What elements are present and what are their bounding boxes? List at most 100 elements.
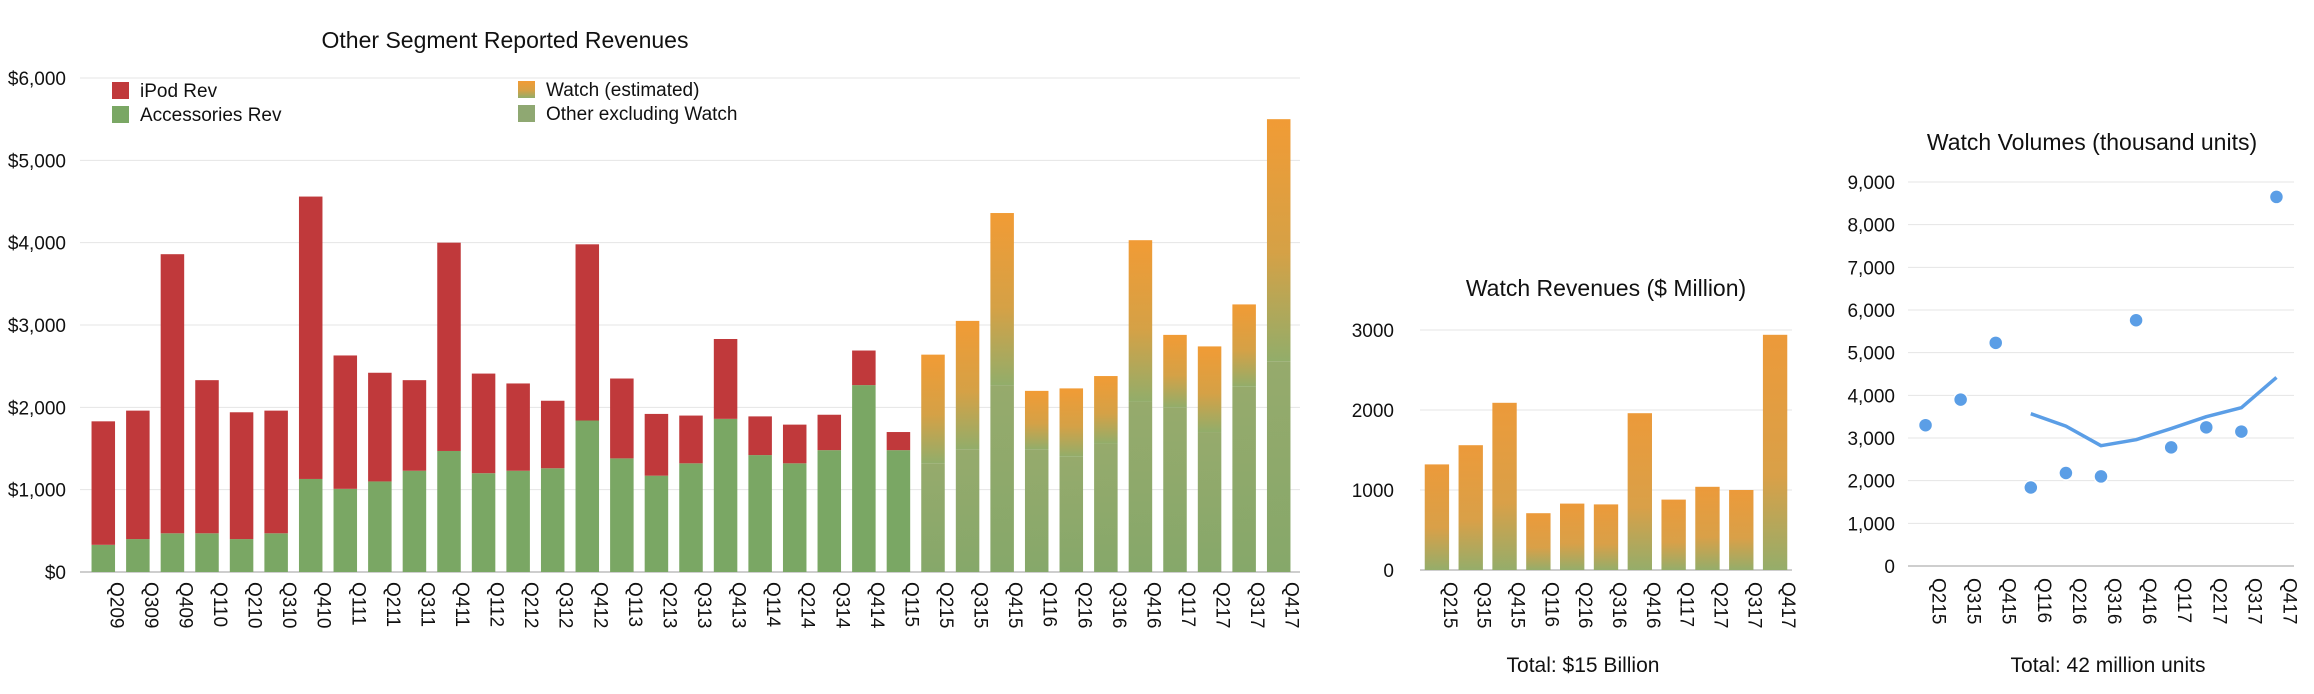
chart1-xtick-label: Q409 [174, 582, 195, 628]
chart3-trend-line [2030, 376, 2278, 448]
chart1-bar-other [1232, 386, 1256, 572]
chart1-bar-accessories [506, 470, 530, 572]
chart1-xtick-label: Q317 [1246, 582, 1267, 628]
chart1-xtick-label: Q412 [589, 582, 610, 628]
chart3-xtick-label: Q116 [2033, 578, 2054, 623]
chart3-ytick-label: 1,000 [1847, 514, 1895, 535]
legend-watch-swatch [518, 81, 535, 98]
chart2-bar [1526, 513, 1551, 570]
chart1-xtick-label: Q215 [935, 582, 956, 628]
chart2-xtick-label: Q315 [1473, 582, 1494, 628]
chart1-bar-accessories [886, 450, 911, 572]
chart1-bar-watch [1232, 304, 1256, 387]
chart1-bar-accessories [817, 450, 842, 572]
chart1-xtick-label: Q416 [1142, 582, 1163, 628]
chart1-bar-accessories [437, 450, 461, 572]
chart3-xtick-label: Q315 [1963, 578, 1984, 624]
chart1-bar-watch [1094, 376, 1118, 444]
chart1-bar-ipod [160, 254, 185, 534]
chart1-bar-ipod [264, 410, 288, 534]
chart1-bar-watch [1024, 390, 1049, 450]
chart2-xtick-label: Q116 [1540, 582, 1561, 627]
chart1-bar-ipod [886, 432, 911, 451]
chart3-point [2128, 312, 2144, 328]
chart1-bar-ipod [540, 400, 565, 469]
chart1-xtick-label: Q216 [1073, 582, 1094, 628]
chart1-bar-accessories [264, 533, 288, 572]
chart3-ytick-label: 3,000 [1847, 429, 1895, 450]
legend-watch-label: Watch (estimated) [546, 80, 699, 101]
chart2-xtick-label: Q317 [1743, 582, 1764, 628]
chart1-ytick-label: $5,000 [8, 151, 66, 172]
chart1-xtick-label: Q115 [900, 582, 921, 627]
chart1-xtick-label: Q311 [416, 582, 437, 627]
chart1-ytick-label: $4,000 [8, 234, 66, 255]
chart1-ytick-label: $0 [45, 563, 66, 584]
chart3-xtick-label: Q316 [2103, 578, 2124, 624]
chart2-ytick-label: 3000 [1352, 321, 1394, 342]
chart3-xtick-label: Q415 [1998, 578, 2019, 624]
chart1-xtick-label: Q211 [382, 582, 403, 627]
chart2-xtick-label: Q416 [1642, 582, 1663, 628]
chart2-footnote: Total: $15 Billion [1507, 654, 1660, 677]
chart3-xtick-label: Q416 [2138, 578, 2159, 624]
chart2-xtick-label: Q217 [1709, 582, 1730, 628]
chart2-ytick-label: 0 [1383, 561, 1394, 582]
chart1-bar-accessories [91, 544, 116, 572]
legend-accessories-label: Accessories Rev [140, 105, 282, 126]
legend-other-label: Other excluding Watch [546, 104, 738, 125]
chart3-title: Watch Volumes (thousand units) [1927, 129, 2257, 155]
chart1-xtick-label: Q309 [140, 582, 161, 628]
chart1-bar-ipod [575, 244, 600, 421]
chart2-bar [1627, 413, 1652, 570]
chart1-bar-ipod [229, 412, 254, 540]
chart1-bar-ipod [126, 410, 150, 540]
chart1-bar-accessories [195, 533, 219, 572]
chart1-bar-ipod [644, 413, 669, 476]
chart1-xtick-label: Q315 [970, 582, 991, 628]
chart2-bar [1560, 503, 1585, 570]
chart1-bar-other [955, 449, 980, 572]
chart1-xtick-label: Q417 [1281, 582, 1302, 628]
chart1-bar-ipod [368, 372, 392, 482]
chart1-ytick-label: $2,000 [8, 398, 66, 419]
chart1-bar-other [1094, 443, 1118, 572]
chart1-xtick-label: Q114 [762, 582, 783, 628]
chart2-xtick-label: Q117 [1676, 582, 1697, 627]
chart1-bar-ipod [91, 421, 116, 545]
chart1-bar-ipod [748, 416, 772, 456]
chart3-point [2268, 189, 2285, 205]
chart1-xtick-label: Q110 [209, 582, 230, 627]
chart3-point [2163, 439, 2179, 456]
chart1-xtick-label: Q415 [1004, 582, 1025, 628]
chart1-bar-accessories [160, 533, 185, 572]
chart2-bar [1424, 464, 1450, 570]
chart1-xtick-label: Q310 [278, 582, 299, 628]
chart1-bar-other [1163, 407, 1187, 572]
chart1-xtick-label: Q414 [866, 582, 887, 629]
legend-accessories-swatch [112, 106, 129, 123]
chart1-xtick-label: Q214 [797, 582, 818, 629]
chart1-bar-watch [955, 320, 980, 450]
chart3-point [2023, 479, 2039, 496]
chart1-ytick-label: $3,000 [8, 316, 66, 337]
chart2-xtick-label: Q316 [1608, 582, 1629, 628]
chart3-point [1952, 391, 1969, 408]
chart3-point [2093, 468, 2109, 485]
chart3-xtick-label: Q117 [2173, 578, 2194, 623]
chart1-bar-ipod [506, 383, 530, 471]
chart1-bar-ipod [402, 380, 427, 471]
chart1-bar-accessories [298, 478, 323, 572]
chart3-xtick-label: Q417 [2278, 578, 2299, 624]
legend-ipod-label: iPod Rev [140, 81, 218, 102]
chart1-xtick-label: Q113 [624, 582, 645, 627]
chart1-bar-ipod [713, 338, 738, 419]
chart3-ytick-label: 6,000 [1847, 301, 1895, 322]
chart3-footnote: Total: 42 million units [2011, 654, 2206, 677]
chart1-bar-ipod [610, 378, 634, 459]
chart1-bar-other [1128, 401, 1153, 572]
chart3-ytick-label: 7,000 [1847, 258, 1895, 279]
chart1-bar-ipod [817, 414, 842, 451]
